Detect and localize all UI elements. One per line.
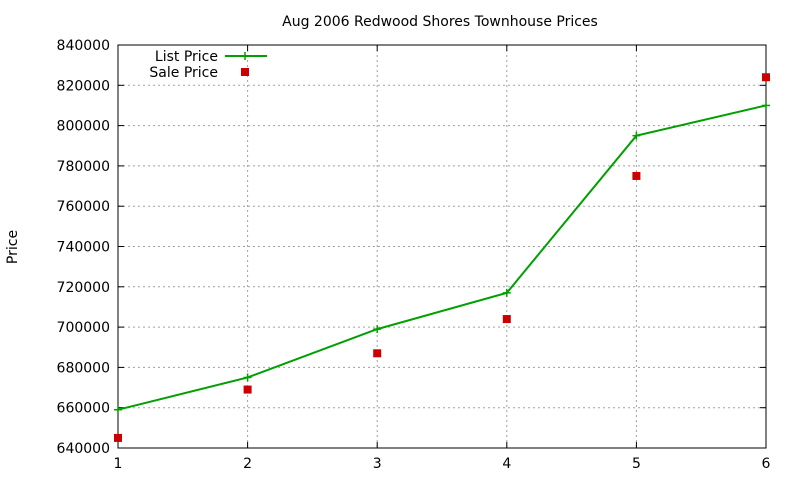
y-axis-label: Price	[5, 230, 21, 264]
grid	[118, 45, 766, 448]
y-tick-label: 760000	[57, 199, 110, 215]
y-tick-label: 740000	[57, 240, 110, 256]
legend-label: List Price	[155, 49, 218, 65]
series-line-list-price	[117, 104, 767, 411]
x-tick-label: 1	[114, 456, 123, 472]
x-tick-label: 3	[373, 456, 382, 472]
x-tick-label: 6	[762, 456, 771, 472]
data-point-sale-price	[114, 433, 122, 442]
series	[114, 73, 770, 442]
x-tick-label: 2	[243, 456, 252, 472]
legend-marker-list-price	[241, 52, 249, 60]
y-tick-label: 720000	[57, 280, 110, 296]
y-tick-label: 780000	[57, 159, 110, 175]
y-tick-label: 660000	[57, 401, 110, 417]
data-point-list-price	[762, 101, 770, 110]
data-point-list-price	[373, 325, 382, 334]
y-tick-label: 640000	[57, 441, 110, 457]
y-tick-label: 680000	[57, 360, 110, 376]
y-tick-label: 820000	[57, 78, 110, 94]
x-axis-ticks: 1 2 3 4 5 6	[114, 45, 771, 472]
data-point-sale-price	[373, 349, 382, 358]
x-tick-label: 4	[502, 456, 511, 472]
y-tick-label: 840000	[57, 38, 110, 54]
chart-title: Aug 2006 Redwood Shores Townhouse Prices	[282, 14, 598, 30]
data-point-list-price	[243, 373, 252, 382]
data-point-list-price	[502, 288, 511, 297]
y-tick-label: 700000	[57, 320, 110, 336]
y-axis-ticks: 640000 660000 680000 700000 720000 740000 7600…	[57, 38, 766, 457]
y-tick-label: 800000	[57, 119, 110, 135]
data-point-sale-price	[632, 171, 641, 180]
legend-marker-sale-price	[241, 68, 249, 76]
data-point-sale-price	[762, 73, 770, 82]
data-point-sale-price	[502, 315, 511, 324]
data-point-list-price	[114, 405, 122, 414]
x-tick-label: 5	[632, 456, 641, 472]
legend-label: Sale Price	[149, 65, 218, 81]
data-point-sale-price	[243, 385, 252, 394]
data-point-list-price	[632, 131, 641, 140]
